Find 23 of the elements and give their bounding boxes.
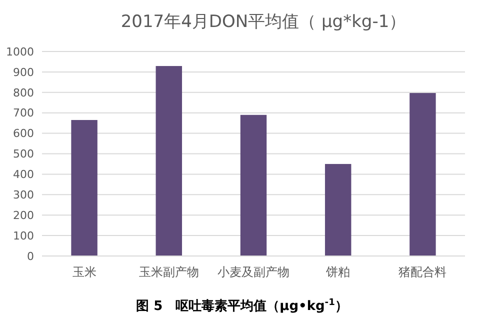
y-tick-label: 800 <box>13 86 34 100</box>
x-tick-label: 猪配合料 <box>398 265 447 279</box>
y-tick-label: 500 <box>13 148 34 161</box>
y-tick-label: 400 <box>13 168 34 182</box>
bar <box>71 120 98 256</box>
x-tick-label: 玉米 <box>72 265 96 279</box>
y-tick-label: 300 <box>13 188 34 202</box>
y-tick-label: 200 <box>13 208 34 222</box>
y-tick-label: 1000 <box>6 45 34 58</box>
bar <box>240 114 267 256</box>
bar <box>410 93 436 256</box>
y-tick-label: 600 <box>13 127 34 140</box>
x-tick-label: 饼粕 <box>325 265 350 279</box>
caption: 图 5 呕吐毒素平均值（μg•kg$^{-1}$） <box>136 298 348 314</box>
y-tick-label: 700 <box>13 106 34 120</box>
x-tick-label: 小麦及副产物 <box>218 265 290 279</box>
bar <box>156 66 182 256</box>
x-tick-label: 玉米副产物 <box>138 265 199 279</box>
chart-title: 2017年4月DON平均值（ μg*kg-1） <box>120 12 406 32</box>
y-tick-label: 100 <box>13 229 34 242</box>
bar <box>324 164 352 256</box>
y-tick-label: 900 <box>13 66 34 79</box>
y-tick-label: 0 <box>27 250 34 263</box>
